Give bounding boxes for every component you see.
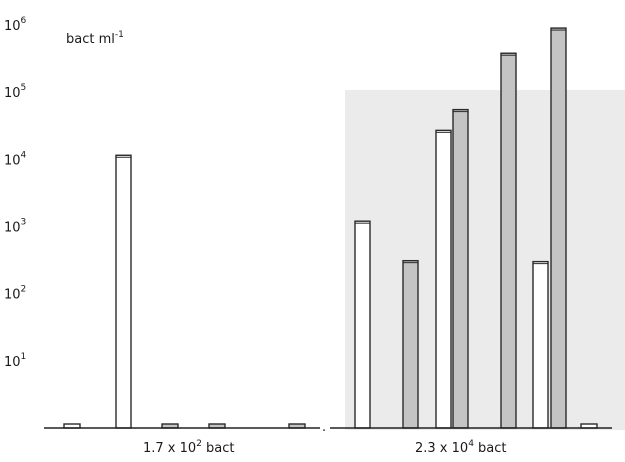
y-tick-label: 101 <box>4 352 26 370</box>
bar-shaded <box>550 27 567 429</box>
axis-break-marker: . <box>322 420 326 435</box>
group-label-low: 1.7 x 102 bact <box>143 439 235 456</box>
y-tick-label: 106 <box>4 16 27 34</box>
bar-shaded <box>402 259 419 429</box>
bar-open <box>115 154 132 429</box>
unit-label: bact ml-1 <box>66 30 124 47</box>
y-tick-label: 104 <box>4 150 27 168</box>
y-tick-label: 103 <box>4 218 26 236</box>
y-tick-label: 105 <box>4 83 26 101</box>
shaded-background-panel <box>345 90 625 430</box>
y-tick-labels: 101 102 103 104 105 106 <box>4 16 27 370</box>
bar-open <box>435 129 452 429</box>
bar-shaded <box>452 108 469 429</box>
bars-layer <box>63 27 598 429</box>
group-label-high: 2.3 x 104 bact <box>415 439 507 456</box>
y-tick-label: 102 <box>4 285 26 303</box>
bar-shaded <box>500 52 517 429</box>
bar-open <box>532 260 549 429</box>
bar-open <box>354 220 371 429</box>
